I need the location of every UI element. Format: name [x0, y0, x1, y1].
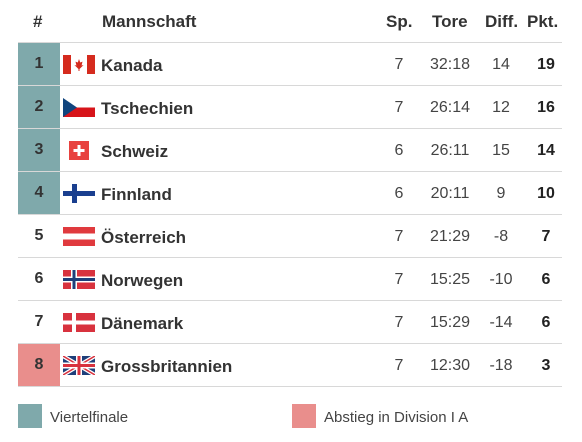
- team-name: Grossbritannien: [101, 357, 233, 376]
- goals: 32:18: [429, 56, 471, 73]
- games-played: 7: [394, 271, 404, 288]
- austria-flag-icon: [63, 227, 95, 246]
- header-rank: #: [33, 12, 43, 31]
- rank-cell: 7: [34, 313, 44, 330]
- team-name: Finnland: [101, 185, 172, 204]
- team-name: Dänemark: [101, 314, 184, 333]
- goals: 12:30: [429, 357, 471, 374]
- points: 10: [537, 185, 555, 202]
- header-points: Pkt.: [527, 12, 559, 31]
- rank-cell: 3: [18, 129, 60, 171]
- standings-table: 1 Kanada 7 32:18 14 19 2 Tschechien 7 26…: [18, 42, 562, 387]
- table-row: 1 Kanada 7 32:18 14 19: [18, 42, 562, 85]
- uk-flag-icon: [63, 356, 95, 375]
- table-row: 7 Dänemark 7 15:29 -14 6: [18, 300, 562, 343]
- goal-difference: 12: [492, 99, 510, 116]
- table-row: 4 Finnland 6 20:11 9 10: [18, 171, 562, 214]
- team-name: Österreich: [101, 228, 187, 247]
- rank-cell: 1: [18, 43, 60, 85]
- header-diff: Diff.: [485, 12, 519, 31]
- legend: Viertelfinale Abstieg in Division I A: [18, 404, 578, 430]
- goal-difference: 14: [492, 56, 510, 73]
- quarterfinal-legend-label: Viertelfinale: [50, 409, 129, 426]
- games-played: 7: [394, 56, 404, 73]
- goal-difference: -18: [489, 357, 513, 374]
- games-played: 7: [394, 99, 404, 116]
- rank-cell: 6: [34, 270, 44, 287]
- header-goals: Tore: [432, 12, 468, 31]
- denmark-flag-icon: [63, 313, 95, 332]
- goals: 21:29: [429, 228, 471, 245]
- team-name: Tschechien: [101, 99, 194, 118]
- games-played: 7: [394, 357, 404, 374]
- goal-difference: -8: [493, 228, 509, 245]
- rank-cell: 5: [34, 227, 44, 244]
- quarterfinal-swatch: [18, 404, 42, 428]
- table-row: 6 Norwegen 7 15:25 -10 6: [18, 257, 562, 300]
- points: 14: [537, 142, 555, 159]
- goals: 15:29: [429, 314, 471, 331]
- team-name: Norwegen: [101, 271, 184, 290]
- rank-cell: 4: [18, 172, 60, 214]
- norway-flag-icon: [63, 270, 95, 289]
- goal-difference: -14: [489, 314, 513, 331]
- table-row: 2 Tschechien 7 26:14 12 16: [18, 85, 562, 128]
- goals: 20:11: [430, 185, 470, 202]
- table-row: 8 Grossbritannien 7 12:30 -18 3: [18, 343, 562, 387]
- points: 6: [541, 271, 551, 288]
- team-name: Kanada: [101, 56, 163, 75]
- rank-cell: 8: [18, 344, 60, 386]
- points: 6: [541, 314, 551, 331]
- games-played: 6: [394, 185, 404, 202]
- header-team: Mannschaft: [102, 12, 197, 31]
- goal-difference: 9: [496, 185, 506, 202]
- header-games: Sp.: [386, 12, 413, 31]
- games-played: 7: [394, 228, 404, 245]
- rank-cell: 2: [18, 86, 60, 128]
- relegation-swatch: [292, 404, 316, 428]
- table-row: 3 Schweiz 6 26:11 15 14: [18, 128, 562, 171]
- switzerland-flag-icon: [63, 141, 95, 160]
- points: 3: [541, 357, 551, 374]
- table-row: 5 Österreich 7 21:29 -8 7: [18, 214, 562, 257]
- relegation-legend-label: Abstieg in Division I A: [324, 409, 469, 426]
- goals: 26:11: [430, 142, 470, 159]
- goal-difference: -10: [489, 271, 513, 288]
- games-played: 7: [394, 314, 404, 331]
- games-played: 6: [394, 142, 404, 159]
- goals: 26:14: [429, 99, 471, 116]
- table-header: # Mannschaft Sp. Tore Diff. Pkt.: [0, 0, 582, 42]
- points: 7: [541, 228, 551, 245]
- canada-flag-icon: [63, 55, 95, 74]
- goal-difference: 15: [492, 142, 510, 159]
- goals: 15:25: [429, 271, 471, 288]
- czech-flag-icon: [63, 98, 95, 117]
- points: 19: [537, 56, 555, 73]
- points: 16: [537, 99, 555, 116]
- finland-flag-icon: [63, 184, 95, 203]
- team-name: Schweiz: [101, 142, 169, 161]
